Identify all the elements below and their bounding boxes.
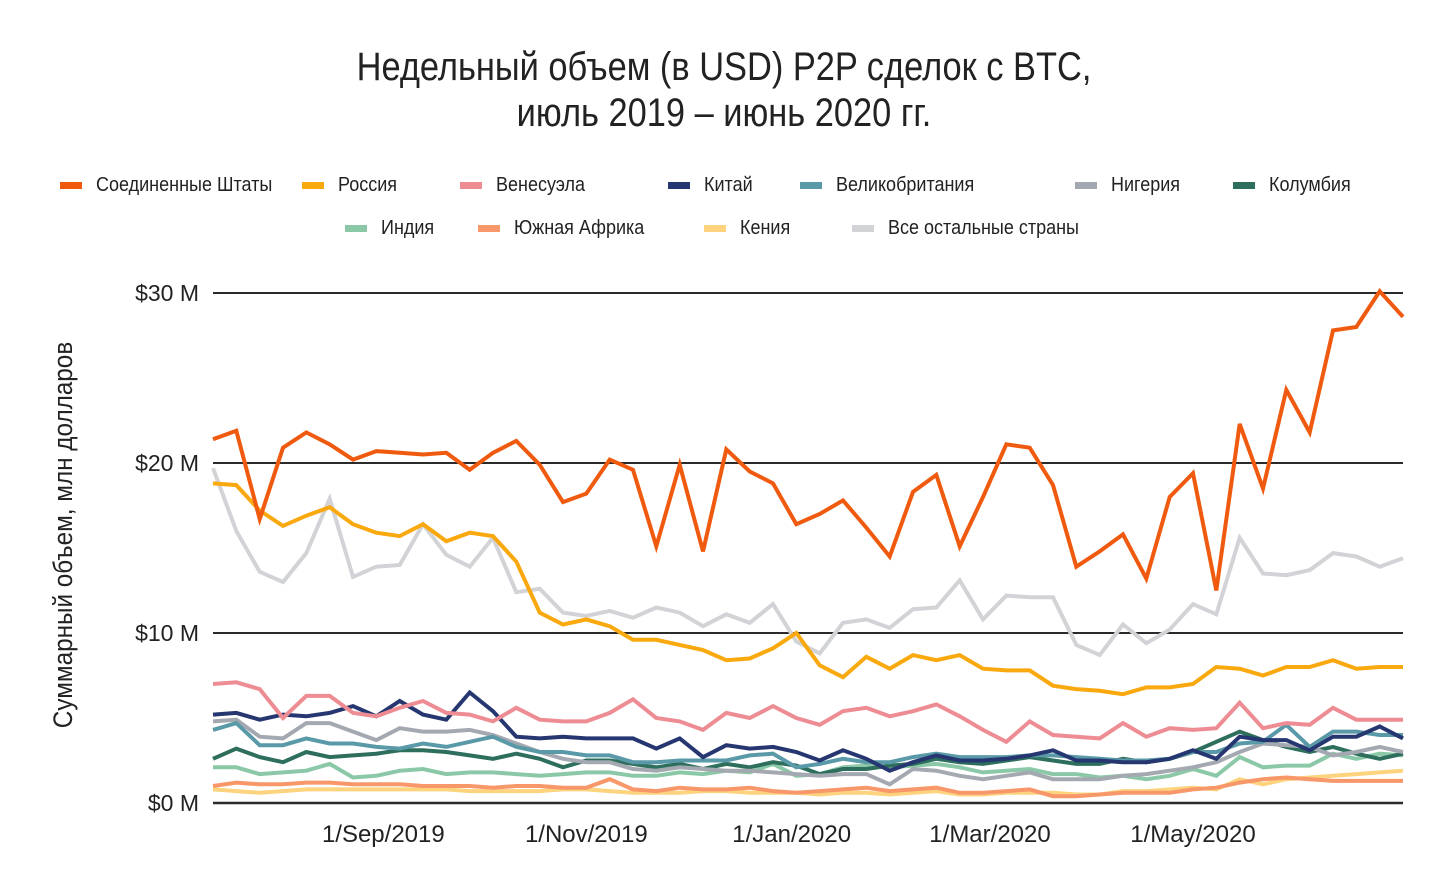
legend-label: Южная Африка [514, 217, 645, 239]
legend-label: Кения [740, 217, 791, 239]
series-line-2 [212, 680, 1403, 745]
legend-item[interactable]: Все остальные страны [852, 217, 1100, 240]
y-tick-label: $20 M [135, 450, 199, 476]
y-axis-label: Суммарный объем, млн долларов [49, 342, 78, 728]
legend-row-1: Соединенные Штаты Россия Венесуэла Китай Вел… [0, 174, 1448, 204]
legend-label: Нигерия [1111, 174, 1181, 196]
x-tick-labels: 1/Sep/2019 1/Nov/2019 1/Jan/2020 1/Mar/2020… [322, 821, 1256, 848]
legend-item[interactable]: Венесуэла [460, 174, 595, 197]
legend-item[interactable]: Россия [302, 174, 404, 197]
legend-item[interactable]: Южная Африка [478, 217, 659, 240]
legend-item[interactable]: Соединенные Штаты [60, 174, 292, 197]
gridlines [213, 292, 1403, 805]
series-line-1 [212, 481, 1403, 697]
legend-label: Соединенные Штаты [96, 174, 273, 196]
series-line-3 [212, 689, 1404, 773]
legend-item[interactable]: Индия [345, 217, 440, 240]
legend-label: Индия [381, 217, 435, 239]
legend-label: Все остальные страны [888, 217, 1079, 239]
legend-item[interactable]: Кения [704, 217, 796, 240]
x-tick-label: 1/Mar/2020 [929, 821, 1050, 848]
x-tick-label: 1/Sep/2019 [322, 821, 445, 848]
legend-swatch [1075, 182, 1097, 189]
legend-label: Россия [338, 174, 398, 196]
chart-title: Недельный объем (в USD) P2P сделок с BTC… [356, 45, 1092, 89]
y-tick-label: $30 M [135, 280, 199, 306]
x-tick-label: 1/Nov/2019 [525, 821, 648, 848]
legend-item[interactable]: Китай [668, 174, 758, 197]
y-tick-label: $0 M [148, 790, 199, 816]
legend-swatch [668, 182, 690, 189]
chart-subtitle: июль 2019 – июнь 2020 гг. [516, 91, 932, 135]
legend-swatch [345, 225, 367, 232]
legend-label: Великобритания [836, 174, 975, 196]
legend-swatch [302, 182, 324, 189]
legend-swatch [800, 182, 822, 189]
legend-swatch [460, 182, 482, 189]
legend-swatch [852, 225, 874, 232]
series-line-0 [212, 288, 1405, 591]
legend-label: Колумбия [1269, 174, 1351, 196]
x-tick-label: 1/Jan/2020 [732, 821, 851, 848]
legend-label: Венесуэла [496, 174, 586, 196]
legend-item[interactable]: Колумбия [1233, 174, 1360, 197]
series-line-5 [212, 717, 1404, 787]
legend-row-2: Индия Южная Африка Кения Все остальные стра… [0, 217, 1448, 247]
series-line-8 [212, 775, 1403, 799]
x-tick-label: 1/May/2020 [1130, 821, 1255, 848]
legend-swatch [1233, 182, 1255, 189]
legend-swatch [60, 182, 82, 189]
series-lines [211, 288, 1405, 799]
legend-swatch [478, 225, 500, 232]
legend-swatch [704, 225, 726, 232]
series-line-10 [211, 467, 1404, 658]
legend-label: Китай [704, 174, 753, 196]
y-tick-label: $10 M [135, 620, 199, 646]
legend-item[interactable]: Великобритания [800, 174, 990, 197]
series-line-6 [212, 729, 1404, 777]
y-tick-labels: $0 M $10 M $20 M $30 M [135, 280, 199, 816]
legend-item[interactable]: Нигерия [1075, 174, 1188, 197]
series-line-4 [212, 720, 1403, 770]
